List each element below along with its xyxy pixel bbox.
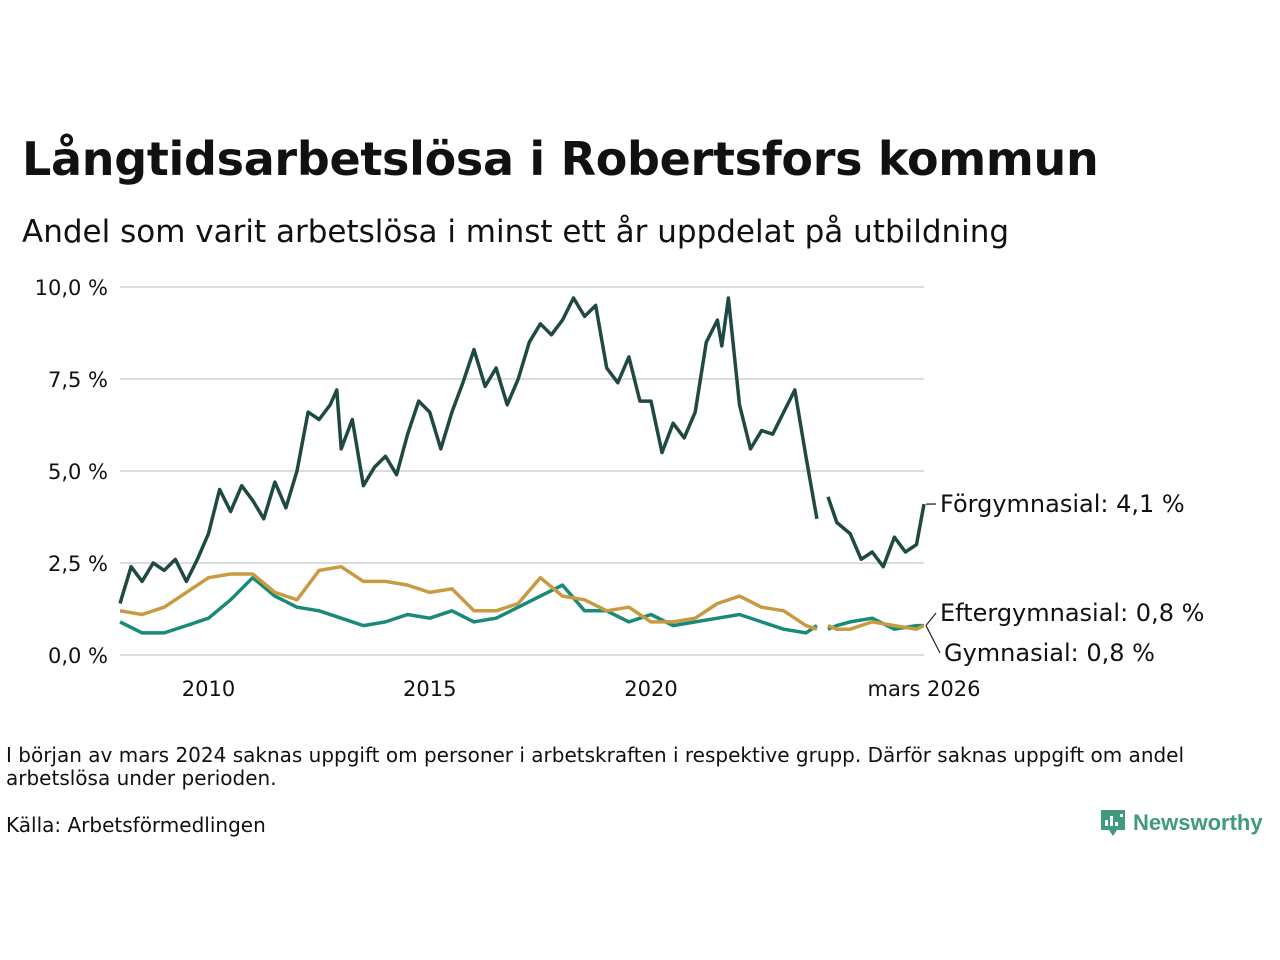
series-labels: Förgymnasial: 4,1 % Eftergymnasial: 0,8 %…	[925, 490, 1204, 667]
x-axis-ticks: 2010 2015 2020 mars 2026	[182, 677, 981, 701]
series-line-eftergymnasial	[119, 564, 818, 631]
x-tick-label: 2010	[182, 677, 235, 701]
y-tick-label: 10,0 %	[35, 276, 108, 300]
series-label-connector	[925, 612, 937, 626]
x-tick-label: 2020	[624, 677, 677, 701]
series-label-förgymnasial: Förgymnasial: 4,1 %	[940, 490, 1185, 518]
series-label-gymnasial: Gymnasial: 0,8 %	[944, 639, 1155, 667]
series-line-förgymnasial	[118, 296, 819, 605]
series-line-gymnasial	[119, 575, 818, 635]
newsworthy-logo-icon	[1101, 810, 1125, 836]
series-line-gymnasial	[827, 616, 924, 631]
grid-lines	[120, 286, 924, 656]
x-tick-label: mars 2026	[867, 677, 980, 701]
y-tick-label: 2,5 %	[48, 552, 108, 576]
series-lines	[118, 296, 926, 635]
y-tick-label: 7,5 %	[48, 368, 108, 392]
chart-title: Långtidsarbetslösa i Robertsfors kommun	[22, 132, 1099, 186]
newsworthy-logo-text: Newsworthy	[1133, 810, 1263, 835]
source-note: Källa: Arbetsförmedlingen	[6, 813, 266, 837]
y-tick-label: 0,0 %	[48, 644, 108, 668]
line-chart: 0,0 % 2,5 % 5,0 % 7,5 % 10,0 % 2010 2015 2020 m…	[35, 276, 1205, 701]
series-line-förgymnasial	[826, 496, 926, 569]
chart-subtitle: Andel som varit arbetslösa i minst ett å…	[22, 214, 1010, 250]
series-line-eftergymnasial	[827, 620, 925, 631]
series-label-eftergymnasial: Eftergymnasial: 0,8 %	[940, 599, 1204, 627]
footnote: I början av mars 2024 saknas uppgift om …	[6, 743, 1185, 790]
y-axis-ticks: 0,0 % 2,5 % 5,0 % 7,5 % 10,0 %	[35, 276, 108, 668]
y-tick-label: 5,0 %	[48, 460, 108, 484]
x-tick-label: 2015	[403, 677, 456, 701]
newsworthy-logo: Newsworthy	[1099, 808, 1263, 838]
series-label-connector	[925, 625, 941, 654]
